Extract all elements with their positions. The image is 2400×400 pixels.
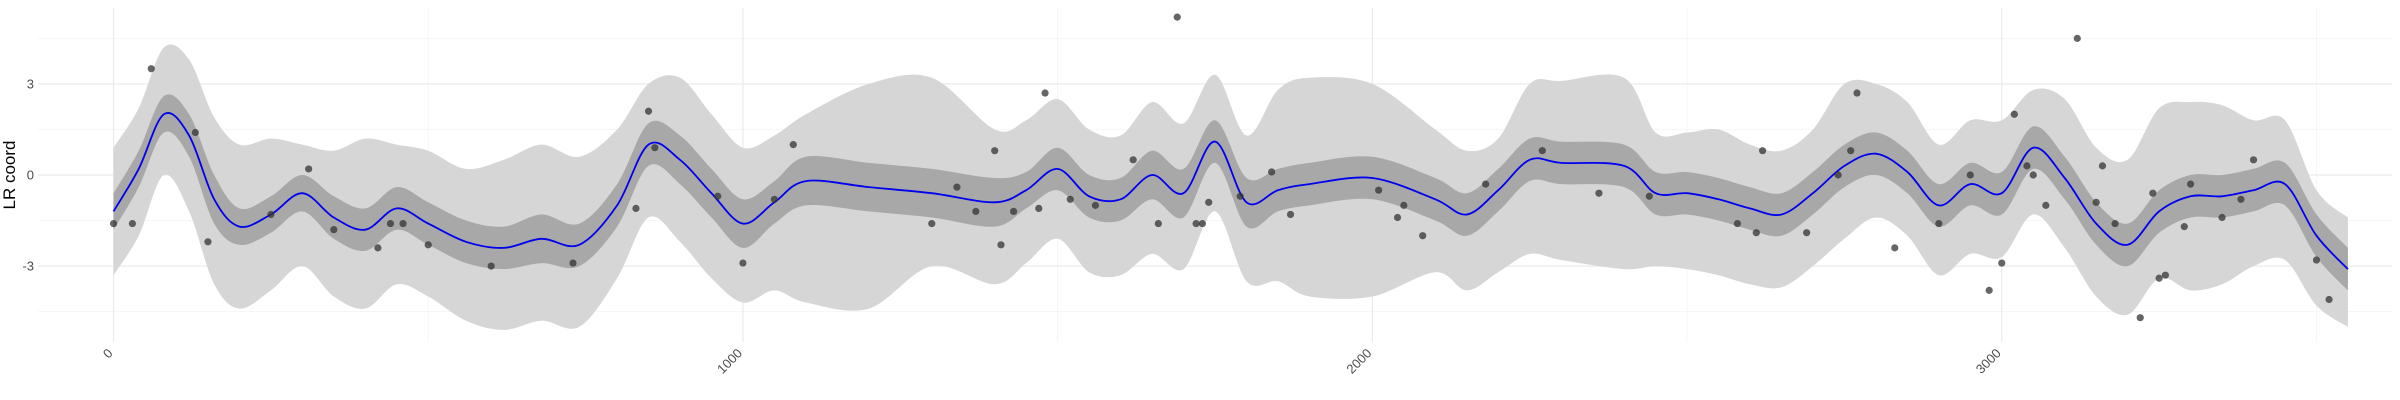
data-point	[632, 204, 640, 212]
data-point	[1733, 219, 1742, 228]
data-point	[1935, 219, 1943, 228]
data-point	[305, 165, 313, 173]
data-point	[2023, 162, 2031, 170]
data-point	[1400, 201, 1408, 209]
data-point	[1966, 171, 1974, 179]
confidence-bands	[113, 44, 2348, 330]
data-point	[1803, 229, 1811, 237]
data-point	[2010, 110, 2018, 118]
data-point	[1752, 229, 1760, 237]
data-point	[2155, 274, 2163, 282]
x-tick-label: 3000	[1973, 346, 2004, 377]
data-point	[424, 241, 432, 249]
data-point	[2161, 271, 2170, 279]
y-axis-title: LR coord	[0, 141, 19, 210]
data-point	[2180, 223, 2188, 231]
data-point	[2073, 34, 2081, 42]
data-point	[1375, 186, 1383, 194]
data-point	[2111, 219, 2119, 228]
mean-line	[112, 112, 2349, 270]
data-point	[1758, 147, 1767, 155]
data-point	[651, 144, 659, 152]
data-point	[2218, 213, 2226, 222]
x-tick-label: 1000	[714, 346, 745, 377]
data-point	[109, 219, 118, 228]
data-point	[128, 219, 137, 228]
data-point	[2136, 314, 2144, 322]
data-point	[997, 241, 1005, 249]
data-point	[1538, 147, 1546, 155]
mean-line-layer	[112, 112, 2349, 270]
data-point	[2325, 295, 2333, 304]
data-point	[2098, 162, 2107, 170]
x-tick-label: 2000	[1343, 346, 1374, 377]
y-tick-label: 3	[27, 76, 34, 91]
data-point	[1129, 156, 1137, 164]
data-point	[191, 128, 199, 137]
data-point	[714, 192, 722, 200]
data-point	[739, 259, 747, 267]
data-point	[1192, 219, 1200, 228]
data-point	[147, 65, 155, 73]
data-point	[2249, 156, 2258, 164]
data-point	[1009, 207, 1018, 216]
y-tick-label: -3	[22, 259, 34, 274]
data-point	[1173, 13, 1181, 21]
data-point	[1035, 204, 1043, 212]
data-point	[1985, 286, 1993, 294]
data-points	[109, 13, 2333, 322]
data-point	[789, 141, 797, 149]
data-point	[1091, 201, 1100, 209]
data-point	[2237, 195, 2245, 203]
y-axis-ticks: -3 0 3	[22, 76, 34, 273]
data-point	[1393, 213, 1402, 222]
data-point	[2029, 171, 2037, 179]
data-point	[1268, 168, 1276, 176]
data-point	[330, 226, 338, 234]
data-point	[2092, 198, 2100, 206]
data-point	[1419, 232, 1427, 240]
data-point	[1834, 171, 1842, 179]
x-axis-ticks: 0 1000 2000 3000	[100, 346, 2004, 377]
data-point	[2042, 201, 2050, 209]
data-point	[1847, 147, 1855, 155]
data-point	[1041, 89, 1049, 97]
data-point	[267, 210, 275, 219]
data-point	[1595, 189, 1603, 197]
x-tick-label: 0	[100, 346, 116, 362]
data-point	[204, 238, 212, 246]
data-point	[1286, 210, 1295, 219]
data-point	[1645, 192, 1653, 200]
data-point	[2312, 256, 2321, 264]
data-point	[1066, 195, 1074, 203]
data-point	[1853, 89, 1861, 97]
y-tick-label: 0	[27, 168, 34, 183]
inner-confidence-band	[113, 94, 2348, 291]
data-point	[374, 244, 382, 252]
data-point	[1891, 244, 1899, 252]
data-point	[770, 195, 779, 203]
data-point	[2186, 180, 2195, 188]
data-point	[953, 183, 961, 191]
data-point	[1482, 180, 1490, 188]
data-point	[386, 219, 395, 228]
data-point	[644, 107, 653, 115]
data-point	[569, 259, 577, 267]
data-point	[928, 219, 936, 228]
data-point	[1198, 219, 1207, 228]
data-point	[1154, 219, 1162, 228]
data-point	[2149, 189, 2157, 197]
data-point	[487, 262, 495, 270]
data-point	[1205, 198, 1213, 206]
data-point	[1236, 192, 1244, 200]
data-point	[972, 207, 980, 216]
data-point	[1998, 259, 2006, 267]
data-point	[991, 147, 999, 155]
data-point	[399, 219, 407, 228]
